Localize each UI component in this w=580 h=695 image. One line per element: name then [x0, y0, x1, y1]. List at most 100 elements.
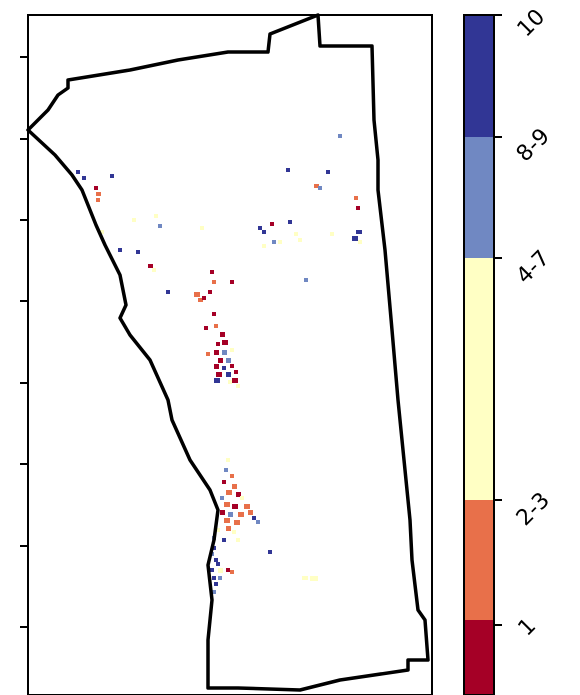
data-cell	[270, 222, 274, 226]
data-cell	[216, 342, 220, 346]
data-cell	[216, 372, 222, 377]
data-cell	[208, 290, 212, 294]
data-cell	[224, 468, 228, 472]
data-cell	[294, 232, 298, 236]
data-cell	[302, 576, 308, 580]
data-cell	[94, 186, 98, 190]
data-cell	[214, 582, 218, 586]
data-cell	[96, 198, 100, 202]
data-cell	[158, 224, 162, 228]
data-cell	[310, 576, 318, 581]
data-cell	[214, 364, 219, 369]
data-cell	[218, 358, 223, 363]
data-cell	[136, 250, 140, 254]
data-cell	[100, 230, 104, 234]
map-axes	[20, 13, 433, 695]
data-cell	[212, 280, 216, 284]
data-cell	[278, 240, 282, 244]
data-cell	[262, 244, 266, 248]
data-cell	[258, 226, 262, 230]
data-cell	[226, 568, 230, 572]
data-cell	[286, 168, 290, 172]
data-cell	[200, 226, 204, 230]
data-cell	[358, 240, 362, 244]
colorbar-bin	[464, 258, 494, 500]
data-cell	[202, 296, 206, 300]
data-cell	[222, 480, 226, 484]
data-cell	[326, 170, 330, 174]
data-cell	[154, 214, 158, 218]
data-cell	[252, 516, 256, 520]
data-cell	[96, 192, 101, 196]
colorbar-frame	[463, 14, 495, 695]
map-frame	[27, 14, 433, 695]
data-cell	[230, 570, 234, 574]
data-cell	[318, 186, 322, 190]
data-cell	[198, 298, 203, 302]
data-cell	[214, 378, 220, 383]
colorbar-tick-label: 2-3	[512, 488, 555, 531]
data-cell	[262, 230, 266, 234]
data-cell	[230, 474, 234, 478]
data-cell	[224, 502, 230, 507]
data-cell	[206, 352, 210, 356]
data-cell	[232, 504, 238, 509]
data-cell	[226, 372, 231, 377]
colorbar-tick-label: 1	[514, 614, 542, 642]
data-cell	[232, 378, 238, 383]
colorbar-tick-label: 4-7	[512, 246, 555, 289]
data-cell	[338, 134, 342, 138]
data-cell	[222, 538, 226, 542]
data-cell	[220, 496, 224, 500]
data-cell	[212, 590, 216, 594]
data-cell	[236, 492, 241, 497]
data-cell	[298, 238, 302, 242]
data-cell	[244, 504, 250, 509]
data-cell	[212, 312, 216, 316]
data-cell	[210, 270, 214, 274]
data-cell	[226, 490, 232, 495]
data-cell	[330, 232, 334, 236]
data-cell	[132, 218, 136, 222]
data-cell	[234, 520, 240, 525]
data-cell	[288, 220, 292, 224]
data-cell	[212, 576, 216, 580]
colorbar-bin	[464, 500, 494, 620]
data-cell	[222, 366, 226, 370]
data-cell	[226, 358, 231, 363]
colorbar-bin	[464, 137, 494, 258]
data-cell	[248, 510, 253, 515]
data-cell	[228, 380, 232, 384]
data-cell	[152, 268, 156, 272]
data-cell	[354, 196, 358, 200]
data-cell	[222, 340, 228, 345]
data-cell	[230, 364, 234, 368]
data-cell	[110, 174, 114, 178]
data-cell	[240, 496, 244, 500]
data-cell	[214, 350, 219, 355]
data-cell	[226, 526, 231, 531]
data-cell	[232, 484, 237, 489]
data-cell	[166, 290, 170, 294]
data-cell	[214, 558, 218, 562]
data-cell	[218, 568, 223, 573]
data-cell	[356, 206, 360, 210]
data-cell	[218, 576, 222, 580]
data-cell	[304, 278, 308, 282]
data-cell	[272, 240, 276, 244]
data-cell	[222, 350, 227, 355]
y-axis-ticks	[20, 56, 28, 628]
colorbar-tick-label: 10	[513, 5, 550, 42]
data-cell	[238, 512, 244, 517]
data-cell	[230, 348, 234, 352]
data-cell	[118, 248, 122, 252]
data-cell	[234, 370, 238, 374]
data-cell	[236, 384, 240, 388]
region-boundary	[26, 13, 430, 692]
data-cell	[220, 510, 225, 515]
data-cell	[230, 280, 234, 284]
data-cell	[194, 292, 200, 297]
data-cell	[204, 326, 208, 330]
data-cell	[226, 458, 230, 462]
